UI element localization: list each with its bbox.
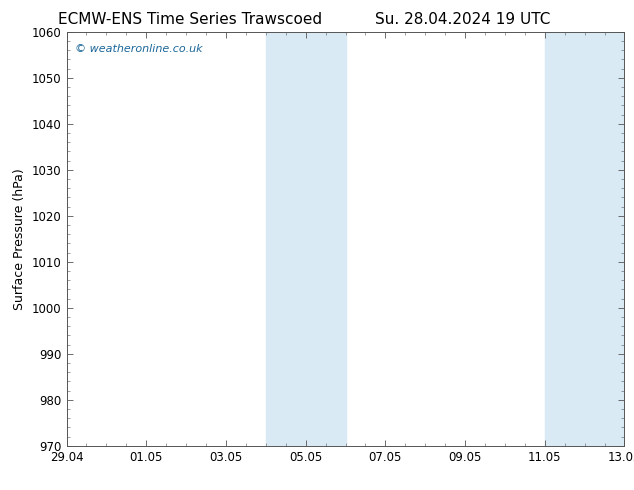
Bar bbox=[266, 32, 346, 446]
Text: Su. 28.04.2024 19 UTC: Su. 28.04.2024 19 UTC bbox=[375, 12, 550, 27]
Text: ECMW-ENS Time Series Trawscoed: ECMW-ENS Time Series Trawscoed bbox=[58, 12, 322, 27]
Text: © weatheronline.co.uk: © weatheronline.co.uk bbox=[75, 44, 203, 54]
Y-axis label: Surface Pressure (hPa): Surface Pressure (hPa) bbox=[13, 168, 27, 310]
Bar bbox=[545, 32, 624, 446]
